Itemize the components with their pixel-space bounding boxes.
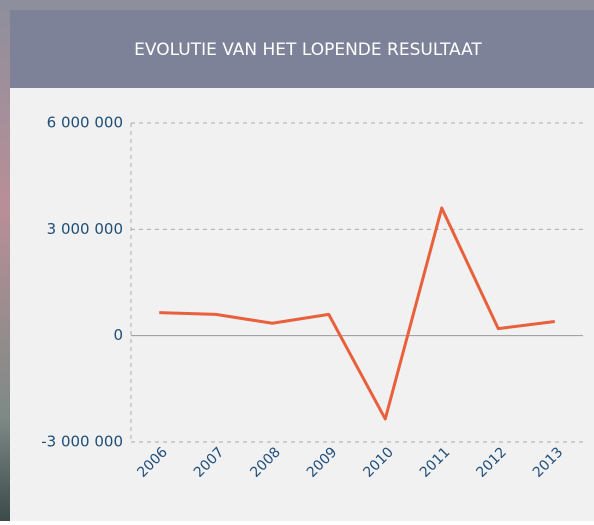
y-tick-label: 6 000 000 [47, 114, 123, 132]
chart: EVOLUTIE VAN HET LOPENDE RESULTAAT -3 00… [0, 0, 594, 521]
y-tick-label: 0 [113, 326, 123, 344]
y-tick-label: 3 000 000 [47, 220, 123, 238]
y-tick-label: -3 000 000 [41, 433, 123, 451]
page: EVOLUTIE VAN HET LOPENDE RESULTAAT -3 00… [0, 0, 594, 521]
chart-title: EVOLUTIE VAN HET LOPENDE RESULTAAT [134, 40, 482, 60]
